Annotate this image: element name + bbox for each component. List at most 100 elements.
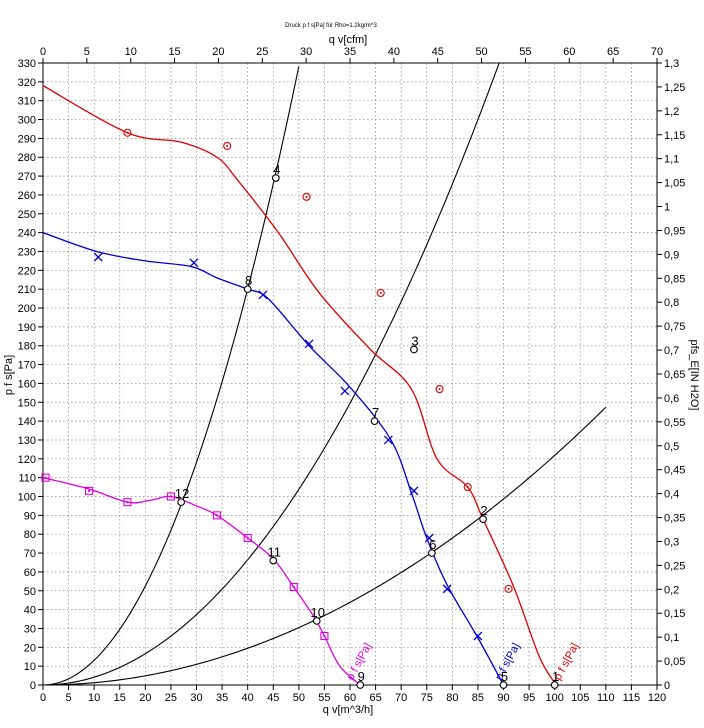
y2-tick-label: 1,2 bbox=[664, 106, 679, 118]
y-tick-label: 110 bbox=[18, 473, 36, 485]
y-tick-label: 260 bbox=[18, 190, 36, 202]
curve-marker-x bbox=[473, 631, 483, 641]
curve-marker-square-dot bbox=[88, 489, 91, 492]
y-tick-label: 150 bbox=[18, 397, 36, 409]
x-tick-label: 80 bbox=[446, 692, 458, 704]
x-tick-label: 15 bbox=[114, 692, 126, 704]
y-tick-label: 230 bbox=[18, 246, 36, 258]
y2-tick-label: 0,75 bbox=[664, 321, 685, 333]
curve-marker-square bbox=[320, 631, 329, 641]
operating-point bbox=[370, 417, 379, 425]
curve-marker-square-dot bbox=[126, 501, 129, 504]
curve-marker-x bbox=[383, 435, 393, 445]
x-tick-label: 25 bbox=[165, 692, 177, 704]
system-curve-c bbox=[43, 406, 607, 685]
curve-marker-square bbox=[41, 473, 50, 482]
y-tick-label: 270 bbox=[18, 171, 36, 183]
y-tick-label: 240 bbox=[18, 228, 36, 240]
curve-marker-square-dot bbox=[323, 634, 326, 637]
curve-marker-square-dot bbox=[44, 476, 47, 479]
y2-tick-label: 1,1 bbox=[664, 154, 679, 166]
x2-tick-label: 50 bbox=[475, 46, 487, 58]
y2-tick-label: 0,7 bbox=[664, 345, 679, 357]
system-curve-b bbox=[43, 63, 500, 685]
x-tick-label: 75 bbox=[421, 692, 433, 704]
x2-tick-label: 35 bbox=[344, 46, 356, 58]
operating-point bbox=[243, 285, 252, 294]
operating-point-label: 10 bbox=[311, 605, 325, 620]
curve-marker-square bbox=[289, 582, 298, 592]
curve-marker-square bbox=[243, 533, 252, 543]
y2-tick-label: 1,15 bbox=[664, 130, 685, 142]
curve-marker-x bbox=[93, 252, 103, 262]
x-tick-label: 45 bbox=[267, 692, 279, 704]
curve-marker-dot bbox=[226, 144, 229, 147]
x2-tick-label: 40 bbox=[388, 46, 400, 58]
y2-tick-label: 0,35 bbox=[664, 513, 685, 525]
y2-tick-label: 0,3 bbox=[664, 536, 679, 548]
y-tick-label: 180 bbox=[18, 341, 36, 353]
curve-marker-square-dot bbox=[169, 495, 172, 498]
x-tick-label: 105 bbox=[571, 692, 589, 704]
operating-point-label: 8 bbox=[245, 273, 252, 288]
x-tick-label: 110 bbox=[597, 692, 615, 704]
y2-tick-label: 0,45 bbox=[664, 465, 685, 477]
x-tick-label: 120 bbox=[648, 692, 666, 704]
y-tick-label: 320 bbox=[18, 77, 36, 89]
y-tick-label: 10 bbox=[24, 661, 36, 673]
chart-title: Druck p f s[Pa] für Rho=1.2kg/m^3 bbox=[285, 23, 377, 29]
y2-tick-label: 0,4 bbox=[664, 489, 679, 501]
x-tick-label: 85 bbox=[472, 692, 484, 704]
operating-point-label: 11 bbox=[268, 545, 282, 560]
operating-point bbox=[312, 617, 321, 625]
fan-curve-2 bbox=[43, 232, 505, 685]
curve-marker-dot bbox=[379, 291, 382, 294]
y2-tick-label: 0,85 bbox=[664, 273, 685, 285]
operating-point bbox=[177, 498, 185, 507]
curve-marker-circle bbox=[463, 483, 472, 492]
curve-marker-square bbox=[166, 492, 175, 501]
y2-tick-label: 0,9 bbox=[664, 249, 679, 261]
x-tick-label: 20 bbox=[139, 692, 151, 704]
y-tick-label: 60 bbox=[24, 567, 36, 579]
x-tick-label: 100 bbox=[545, 692, 563, 704]
y2-tick-label: 1,3 bbox=[664, 58, 679, 70]
y-tick-label: 120 bbox=[18, 454, 36, 466]
x-tick-label: 90 bbox=[497, 692, 509, 704]
operating-point-label: 6 bbox=[429, 537, 436, 552]
operating-point-label: 12 bbox=[175, 486, 189, 501]
y2-tick-label: 0,2 bbox=[664, 584, 679, 596]
x2-tick-label: 20 bbox=[212, 46, 224, 58]
x-tick-label: 0 bbox=[40, 692, 46, 704]
curve-marker-square-dot bbox=[215, 514, 218, 517]
curve-marker-x bbox=[409, 486, 419, 496]
x2-tick-label: 70 bbox=[651, 46, 663, 58]
y-tick-label: 170 bbox=[18, 360, 36, 372]
y-tick-label: 140 bbox=[18, 416, 36, 428]
y-tick-label: 20 bbox=[24, 642, 36, 654]
system-curve-a bbox=[43, 66, 300, 685]
x-tick-label: 55 bbox=[318, 692, 330, 704]
x-tick-label: 50 bbox=[293, 692, 305, 704]
y2-tick-label: 1 bbox=[664, 202, 670, 214]
plot-area: 0 5 10 15 20 25 30 35 40 45 50 55 60 65 70 75 80 85 90 95 10… bbox=[18, 46, 686, 704]
y-tick-label: 330 bbox=[18, 58, 36, 70]
curve-marker-circle bbox=[302, 192, 311, 201]
y-tick-label: 190 bbox=[18, 322, 36, 334]
y2-tick-label: 0,6 bbox=[664, 393, 679, 405]
operating-point bbox=[499, 681, 508, 689]
y2-tick-label: 0 bbox=[664, 680, 670, 692]
curve-marker-dot bbox=[438, 388, 441, 391]
x2-tick-label: 45 bbox=[432, 46, 444, 58]
curve-marker-circle bbox=[123, 128, 132, 137]
fan-curve-1 bbox=[43, 85, 557, 685]
operating-point bbox=[356, 681, 365, 689]
operating-point-label: 3 bbox=[411, 333, 418, 348]
x-tick-label: 10 bbox=[88, 692, 100, 704]
x2-tick-label: 10 bbox=[125, 46, 137, 58]
operating-point bbox=[410, 345, 418, 354]
y2-tick-label: 0,1 bbox=[664, 632, 679, 644]
operating-point bbox=[550, 681, 559, 689]
x-tick-label: 70 bbox=[395, 692, 407, 704]
y-tick-label: 220 bbox=[18, 265, 36, 277]
